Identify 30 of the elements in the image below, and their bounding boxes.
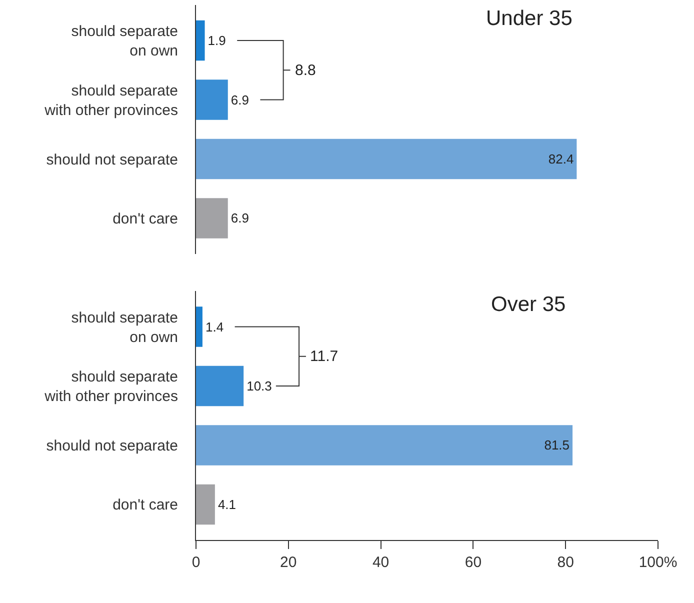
bar	[196, 366, 244, 406]
y-tick-label: should separate with other provinces	[44, 82, 178, 119]
annotation: 8.8	[295, 62, 316, 79]
x-tick-label: 20	[280, 554, 297, 571]
y-tick-label: should not separate	[46, 151, 178, 168]
chart-title: Under 35	[486, 7, 572, 30]
y-tick-label: should separate on own	[71, 23, 178, 60]
y-tick-label: should separate on own	[71, 309, 178, 346]
data-label: 10.3	[246, 378, 272, 394]
data-label: 82.4	[548, 152, 574, 166]
data-label: 1.9	[208, 33, 226, 48]
data-label: 1.4	[205, 319, 224, 334]
bar	[196, 484, 215, 525]
data-label: 6.9	[230, 210, 249, 226]
x-tick-label: 60	[464, 554, 482, 571]
y-tick-label: don't care	[112, 210, 178, 228]
bar	[196, 306, 202, 347]
chart-title: Over 35	[491, 293, 566, 316]
y-tick-label: don't care	[112, 496, 178, 514]
data-label: 81.5	[544, 438, 570, 453]
x-tick-label: 80	[557, 554, 574, 571]
bar	[196, 425, 573, 466]
y-tick-label: should not separate	[46, 437, 178, 454]
x-tick-label: 40	[372, 554, 390, 571]
x-tick-label: 0	[192, 554, 200, 571]
annotation: 11.7	[310, 348, 338, 365]
data-label: 4.1	[218, 496, 236, 512]
y-tick-label: should separate with other provinces	[44, 368, 178, 405]
data-label: 6.9	[230, 92, 249, 108]
x-tick-label: 100%	[638, 554, 678, 571]
